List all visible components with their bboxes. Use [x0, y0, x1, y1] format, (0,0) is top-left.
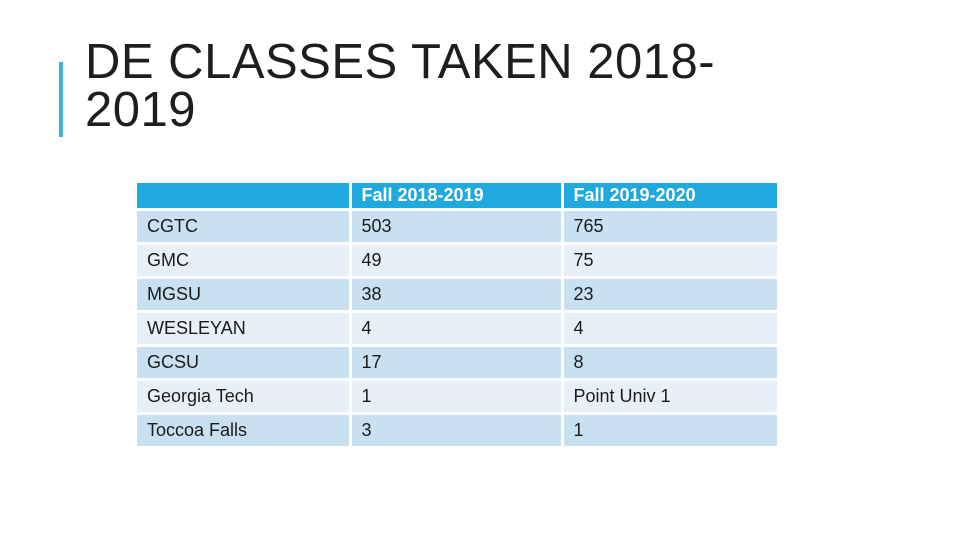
table-row: GMC 49 75 [137, 242, 777, 279]
cell-fall-2019-2020: 4 [560, 310, 777, 347]
row-label: Georgia Tech [137, 378, 352, 415]
cell-fall-2018-2019: 503 [348, 208, 564, 245]
cell-fall-2018-2019: 4 [348, 310, 564, 347]
row-label: GCSU [137, 344, 352, 381]
row-label: Toccoa Falls [137, 412, 352, 446]
cell-fall-2019-2020: 23 [560, 276, 777, 313]
table-row: WESLEYAN 4 4 [137, 310, 777, 347]
cell-fall-2018-2019: 38 [348, 276, 564, 313]
table-row: CGTC 503 765 [137, 208, 777, 245]
table-row: Georgia Tech 1 Point Univ 1 [137, 378, 777, 415]
cell-fall-2019-2020: 765 [560, 208, 777, 245]
cell-fall-2019-2020: 1 [560, 412, 777, 446]
cell-fall-2018-2019: 3 [348, 412, 564, 446]
row-label: MGSU [137, 276, 352, 313]
row-label: WESLEYAN [137, 310, 352, 347]
table-header-fall-2018-2019: Fall 2018-2019 [348, 183, 564, 211]
cell-fall-2018-2019: 1 [348, 378, 564, 415]
table-header-fall-2019-2020: Fall 2019-2020 [560, 183, 777, 211]
table-row: GCSU 17 8 [137, 344, 777, 381]
row-label: CGTC [137, 208, 352, 245]
title-accent-bar [59, 62, 63, 137]
page-title: DE CLASSES TAKEN 2018-2019 [85, 35, 716, 137]
de-classes-table: Fall 2018-2019 Fall 2019-2020 CGTC 503 7… [137, 183, 777, 446]
cell-fall-2019-2020: 8 [560, 344, 777, 381]
row-label: GMC [137, 242, 352, 279]
cell-fall-2018-2019: 17 [348, 344, 564, 381]
cell-fall-2019-2020: 75 [560, 242, 777, 279]
table-header-blank [137, 183, 352, 211]
cell-fall-2019-2020: Point Univ 1 [560, 378, 777, 415]
table-row: MGSU 38 23 [137, 276, 777, 313]
table-row: Toccoa Falls 3 1 [137, 412, 777, 446]
cell-fall-2018-2019: 49 [348, 242, 564, 279]
table-header-row: Fall 2018-2019 Fall 2019-2020 [137, 183, 777, 211]
